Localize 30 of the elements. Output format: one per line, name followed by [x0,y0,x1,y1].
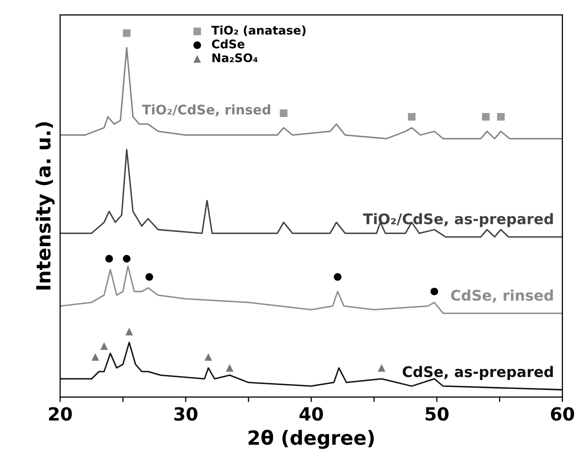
point [100,342,108,350]
legend-label: TiO₂ (anatase) [211,26,306,36]
point [204,353,212,361]
series-label: CdSe, rinsed [451,289,553,303]
x-tick-label: 50 [426,407,449,421]
x-tick-label: 30 [174,407,198,421]
point [226,364,234,372]
point [378,364,386,372]
x-axis-title: 2θ (degree) [248,430,374,449]
series-label: TiO₂/CdSe, as-prepared [363,213,553,228]
point [145,273,154,281]
series-label: TiO₂/CdSe, rinsed [142,104,270,116]
point [105,254,113,263]
point [280,109,288,117]
point [408,113,416,121]
legend-label: CdSe [212,39,244,48]
point [482,113,490,121]
legend-label: Na₂SO₄ [212,53,258,62]
x-tick-label: 60 [550,407,574,421]
point [125,328,134,336]
x-tick-label: 20 [49,407,72,421]
point [497,113,505,121]
point [334,273,342,281]
y-axis-title: Intensity (a. u.) [36,122,55,290]
x-tick-label: 40 [300,407,323,421]
point [92,353,100,361]
point [430,288,438,296]
point [122,254,130,263]
series-label: CdSe, as-prepared [402,366,553,380]
point [122,29,130,37]
